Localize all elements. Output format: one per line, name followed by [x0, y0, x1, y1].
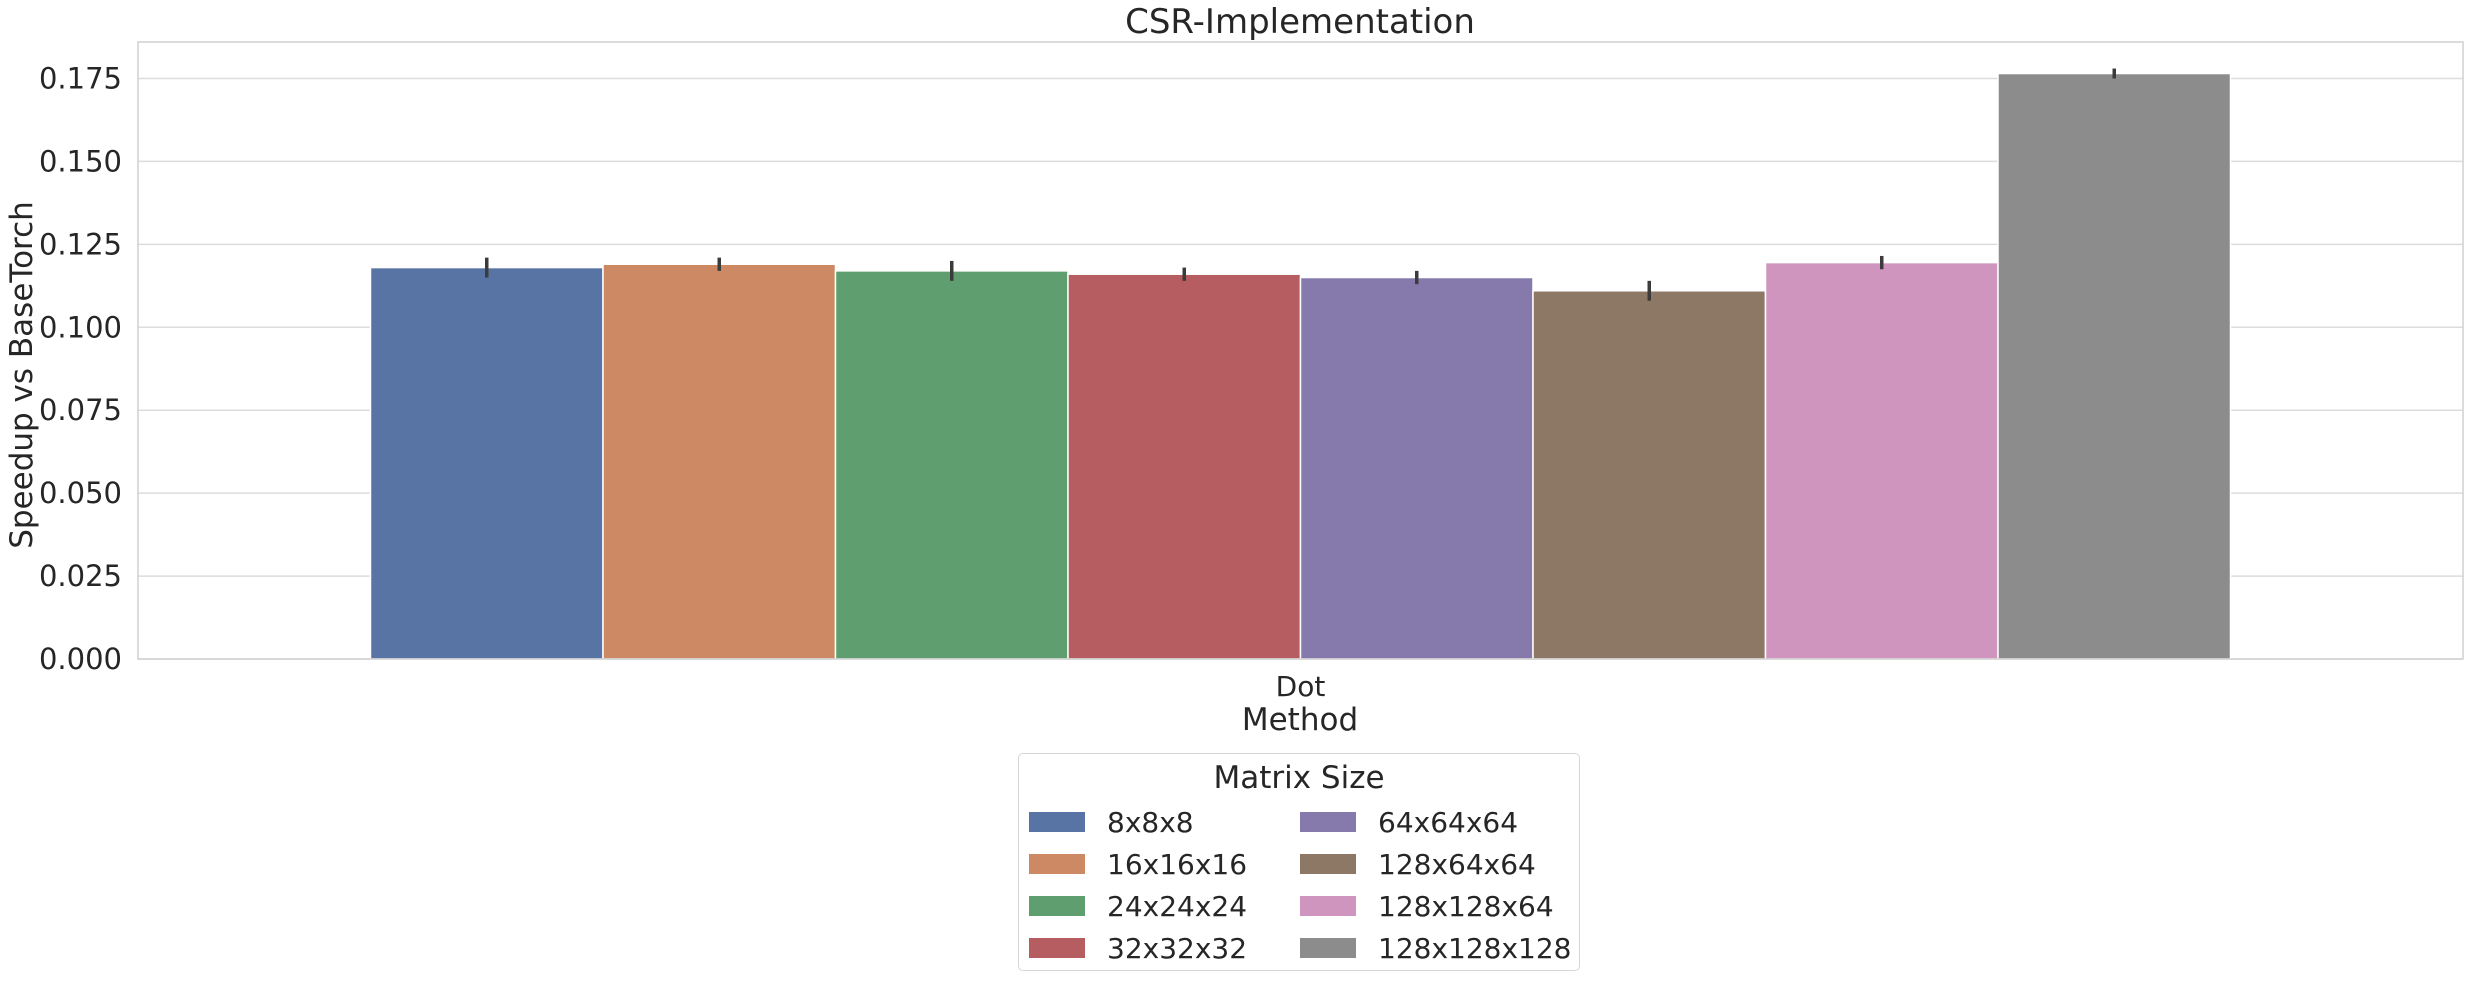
legend-swatch — [1029, 812, 1085, 832]
legend-item: 32x32x32 — [1029, 928, 1247, 968]
legend-swatch — [1300, 812, 1356, 832]
chart-title: CSR-Implementation — [1125, 2, 1475, 42]
bar-16x16x16 — [602, 263, 837, 660]
legend-swatch — [1029, 854, 1085, 874]
legend-label: 128x128x128 — [1378, 931, 1572, 965]
y-tick-label: 0.100 — [39, 310, 122, 344]
y-tick-label: 0.075 — [39, 393, 122, 427]
legend-item: 16x16x16 — [1029, 844, 1247, 884]
legend: Matrix Size 8x8x8 16x16x16 24x24x24 32x32x3… — [1018, 753, 1580, 971]
y-tick-label: 0.050 — [39, 476, 122, 510]
bar-24x24x24 — [834, 270, 1069, 660]
y-tick-label: 0.175 — [39, 61, 122, 95]
y-tick-label: 0.150 — [39, 144, 122, 178]
legend-item: 128x128x64 — [1300, 886, 1554, 926]
legend-label: 8x8x8 — [1107, 805, 1194, 839]
legend-item: 128x128x128 — [1300, 928, 1571, 968]
y-tick-label: 0.000 — [39, 642, 122, 676]
legend-swatch — [1029, 938, 1085, 958]
legend-label: 128x64x64 — [1378, 847, 1536, 881]
y-axis-label: Speedup vs BaseTorch — [4, 201, 40, 549]
legend-item: 24x24x24 — [1029, 886, 1247, 926]
y-tick-label: 0.025 — [39, 559, 122, 593]
x-tick-labels: Dot — [1276, 670, 1326, 703]
legend-label: 16x16x16 — [1107, 847, 1248, 881]
x-axis-label: Method — [1242, 702, 1358, 738]
bar-128x64x64 — [1532, 290, 1767, 660]
error-bars — [485, 68, 2116, 301]
y-tick-labels: 0.000 0.025 0.050 0.075 0.100 0.125 0.150 0.175 — [39, 61, 122, 676]
legend-swatch — [1300, 896, 1356, 916]
y-tick-label: 0.125 — [39, 227, 122, 261]
legend-item: 64x64x64 — [1300, 802, 1518, 842]
legend-item: 128x64x64 — [1300, 844, 1536, 884]
bar-128x128x64 — [1764, 261, 1999, 660]
bar-8x8x8 — [369, 266, 604, 660]
bar-64x64x64 — [1299, 276, 1534, 660]
legend-label: 128x128x64 — [1378, 889, 1554, 923]
legend-item: 8x8x8 — [1029, 802, 1194, 842]
legend-label: 32x32x32 — [1107, 931, 1248, 965]
bar-128x128x128 — [1997, 72, 2232, 660]
legend-swatch — [1300, 938, 1356, 958]
legend-label: 24x24x24 — [1107, 889, 1248, 923]
bar-32x32x32 — [1067, 273, 1302, 660]
plot-frame — [137, 41, 2464, 660]
x-tick-label: Dot — [1276, 670, 1326, 703]
legend-title: Matrix Size — [1213, 760, 1385, 796]
bars — [369, 72, 2232, 660]
legend-swatch — [1300, 854, 1356, 874]
legend-swatch — [1029, 896, 1085, 916]
legend-label: 64x64x64 — [1378, 805, 1519, 839]
